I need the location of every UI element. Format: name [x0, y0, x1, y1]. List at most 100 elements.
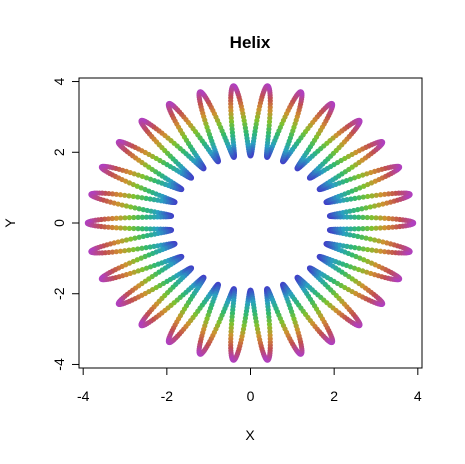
y-tick-label: -4: [51, 358, 67, 371]
data-point: [344, 243, 350, 249]
x-tick-label: 0: [247, 388, 255, 404]
data-point: [142, 253, 148, 260]
data-point: [126, 247, 132, 253]
data-point: [135, 226, 141, 232]
data-point: [111, 200, 117, 206]
data-point: [351, 207, 357, 214]
data-point: [364, 171, 370, 177]
data-point: [126, 225, 132, 231]
data-point: [128, 204, 134, 210]
data-point: [122, 248, 128, 254]
data-point: [347, 176, 354, 182]
data-point: [377, 192, 384, 198]
data-point: [151, 177, 158, 184]
y-axis: -4 -2 0 2 4: [51, 77, 80, 371]
x-axis: -4 -2 0 2 4: [77, 367, 422, 404]
data-point: [138, 255, 144, 261]
data-point: [113, 249, 120, 255]
data-point: [359, 206, 365, 212]
data-point: [386, 224, 392, 231]
data-point: [361, 183, 367, 189]
data-point: [134, 257, 140, 263]
data-point: [356, 214, 362, 220]
data-point: [119, 202, 125, 208]
x-axis-label: X: [245, 427, 255, 443]
data-point: [344, 226, 350, 232]
data-point: [363, 205, 369, 211]
data-point: [130, 193, 136, 200]
data-point: [384, 240, 390, 246]
data-point: [143, 195, 149, 201]
data-point: [266, 119, 273, 125]
data-point: [109, 224, 115, 231]
data-point: [364, 269, 370, 275]
data-point: [113, 225, 119, 231]
data-point: [109, 215, 115, 222]
data-point: [351, 214, 358, 220]
data-point: [365, 246, 371, 253]
data-point: [266, 122, 272, 129]
data-point: [382, 225, 388, 231]
data-point: [140, 207, 146, 213]
data-point: [373, 225, 379, 231]
data-point: [367, 236, 373, 242]
data-point: [118, 215, 124, 221]
data-point: [371, 203, 378, 209]
data-point: [228, 111, 234, 117]
data-point: [385, 191, 392, 197]
data-point: [139, 173, 146, 180]
data-point: [135, 172, 141, 178]
data-point: [348, 196, 354, 202]
data-point: [364, 214, 370, 221]
data-point: [343, 262, 350, 269]
data-point: [132, 205, 138, 211]
data-point: [369, 225, 375, 231]
data-point: [373, 192, 379, 198]
data-point: [119, 238, 125, 244]
data-point: [377, 215, 383, 221]
x-tick-label: -2: [161, 388, 174, 404]
y-tick-label: -2: [51, 287, 67, 300]
data-point: [151, 214, 157, 220]
data-point: [135, 246, 141, 252]
data-point: [353, 186, 359, 193]
data-point: [355, 207, 361, 213]
data-point: [267, 329, 273, 335]
data-point: [357, 255, 363, 261]
data-point: [139, 214, 145, 220]
data-point: [135, 268, 141, 274]
chart-title: Helix: [230, 33, 271, 52]
data-point: [360, 246, 366, 252]
data-point: [147, 264, 154, 270]
data-point: [371, 237, 378, 243]
data-point: [123, 203, 130, 209]
data-point: [266, 321, 273, 327]
data-point: [147, 196, 153, 202]
data-point: [122, 225, 128, 231]
data-point: [357, 185, 363, 191]
data-point: [351, 175, 358, 181]
data-point: [380, 239, 386, 245]
data-point: [139, 245, 145, 251]
data-point: [352, 245, 358, 251]
data-point: [377, 248, 384, 254]
data-point: [369, 193, 375, 199]
data-point: [130, 181, 136, 188]
data-point: [105, 224, 111, 230]
data-point: [147, 214, 153, 220]
data-point: [347, 264, 354, 270]
y-tick-label: 4: [51, 77, 67, 85]
data-point: [360, 226, 366, 232]
data-point: [228, 115, 234, 121]
data-point: [117, 192, 124, 198]
data-point: [228, 321, 235, 327]
plot-frame: [78, 77, 423, 369]
data-point: [143, 265, 150, 271]
data-points: [84, 83, 417, 363]
data-point: [140, 233, 146, 239]
data-point: [143, 226, 150, 232]
data-point: [365, 193, 371, 200]
data-point: [377, 225, 383, 231]
x-tick-label: 2: [330, 388, 338, 404]
